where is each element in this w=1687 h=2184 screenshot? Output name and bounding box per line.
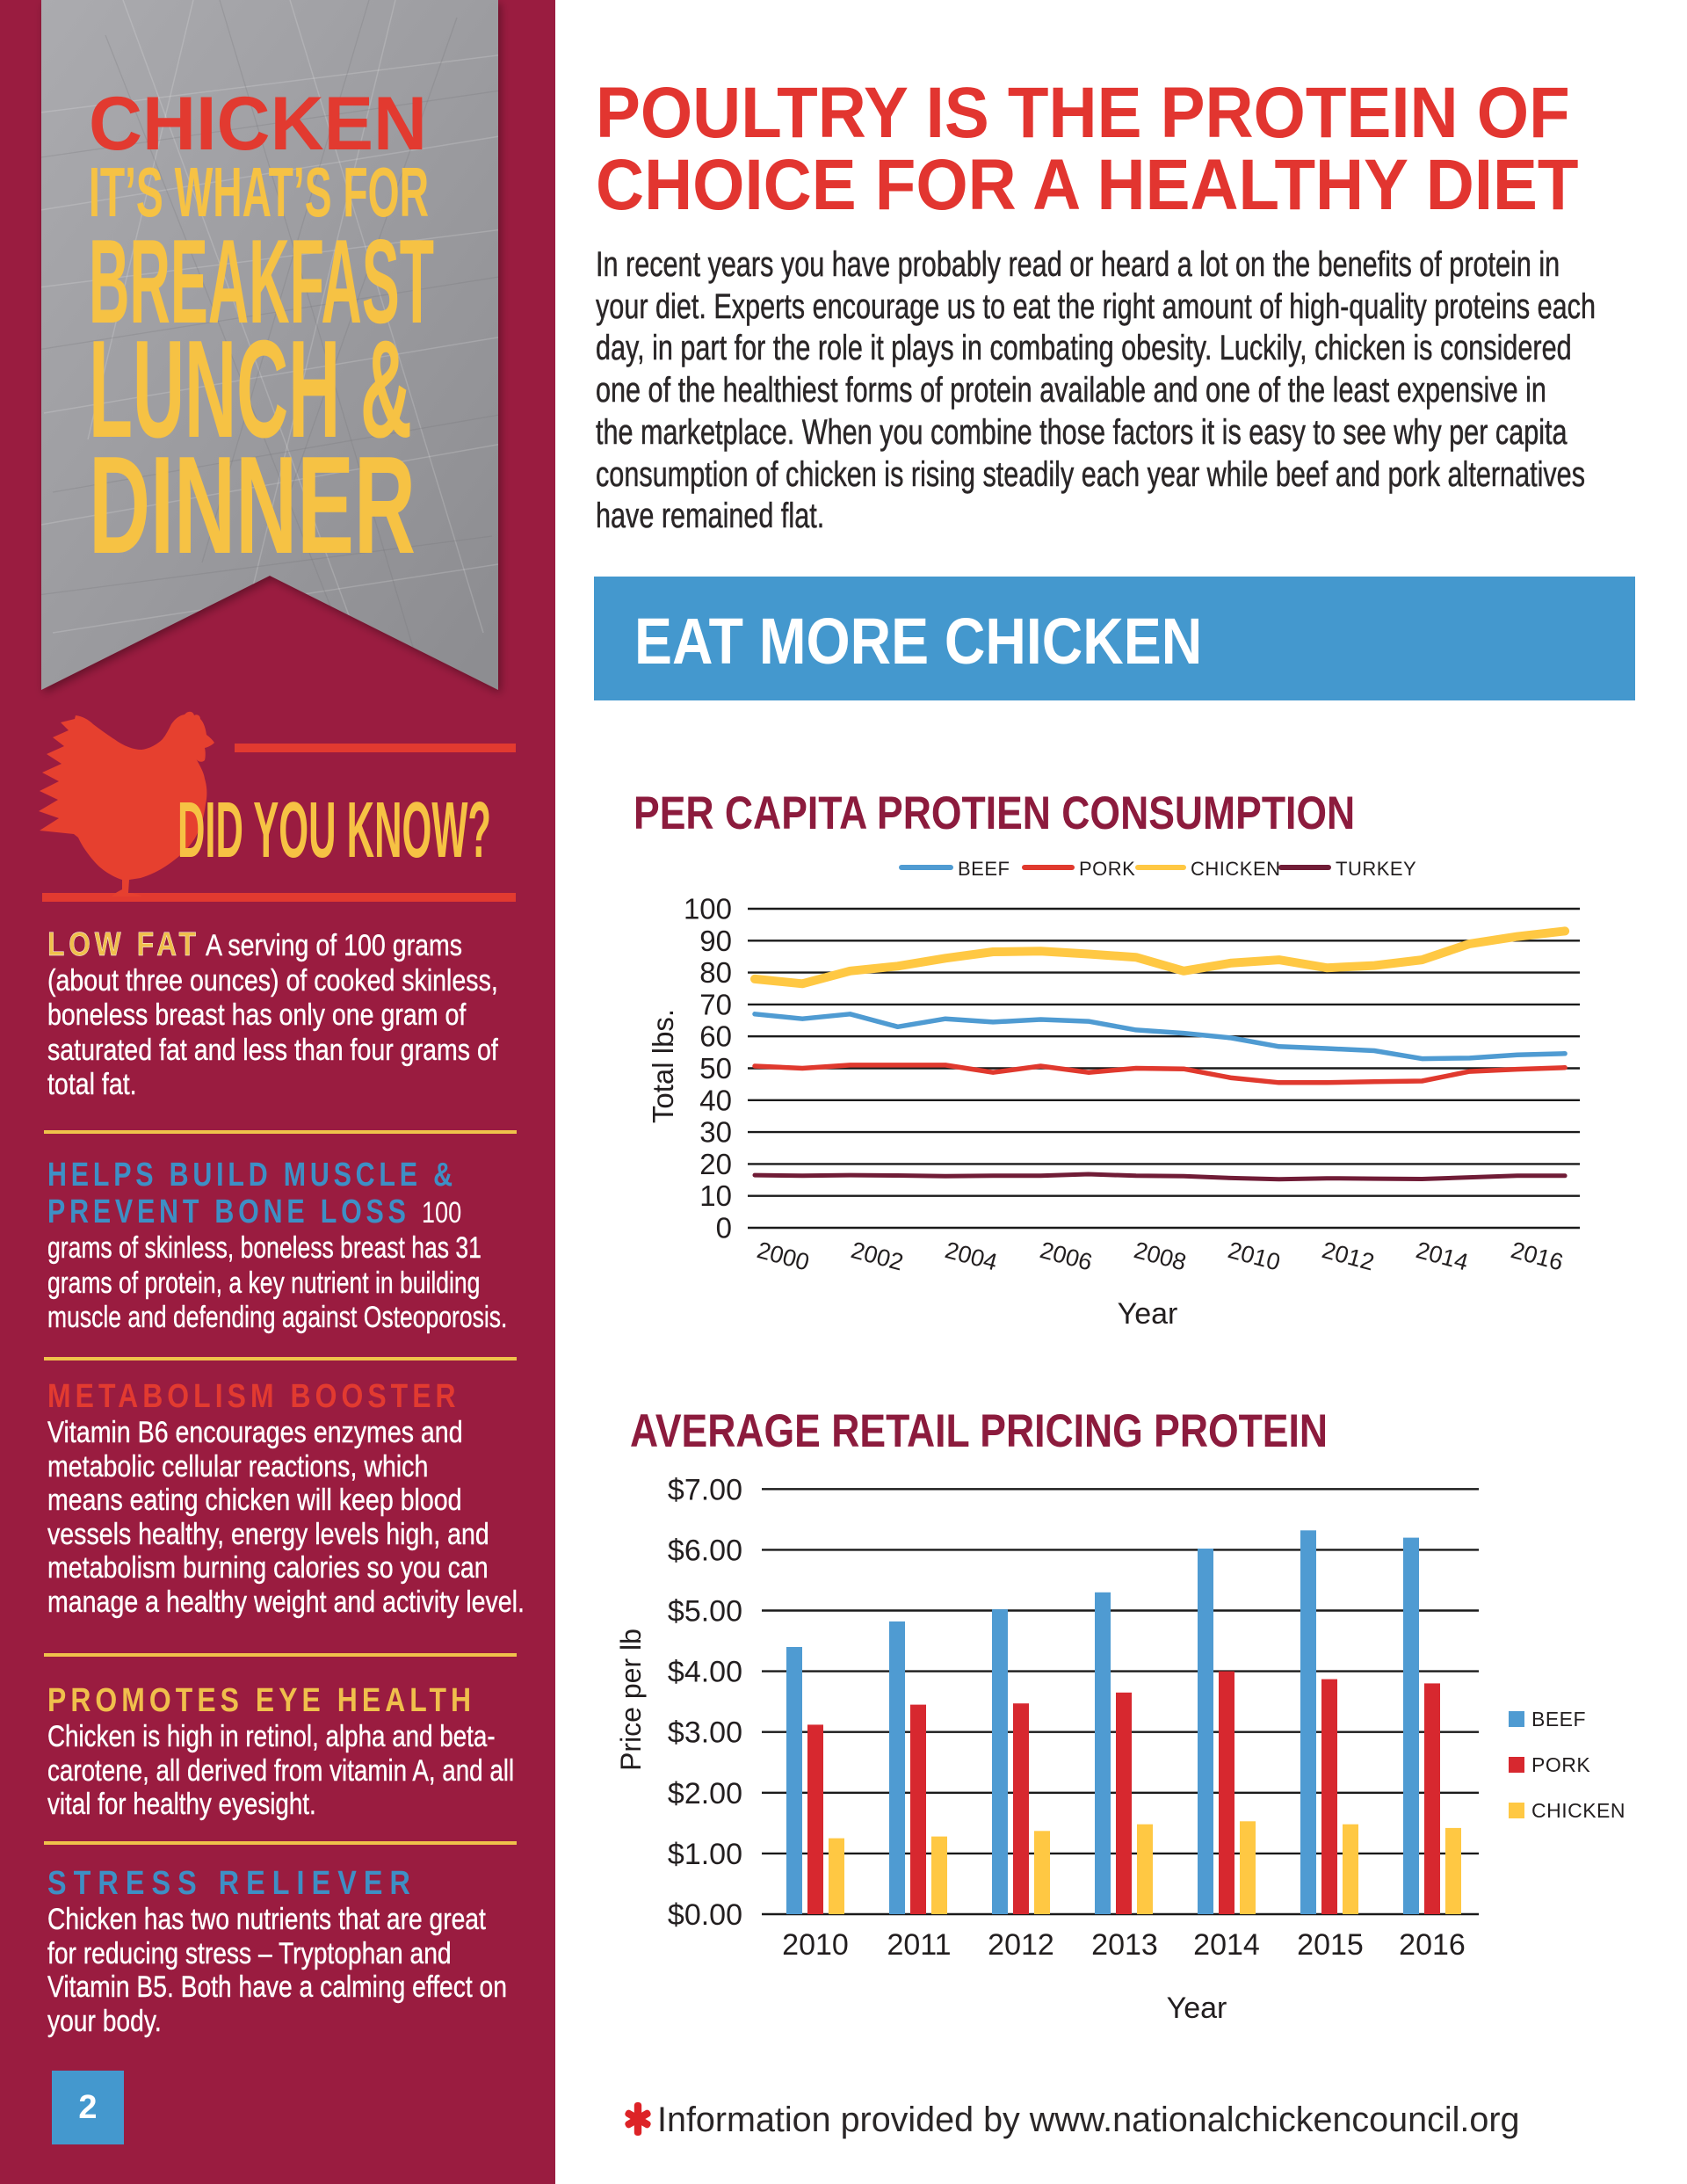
svg-text:60: 60 (699, 1020, 732, 1053)
svg-text:Year: Year (1118, 1297, 1178, 1331)
svg-text:$6.00: $6.00 (668, 1534, 742, 1567)
svg-text:CHICKEN: CHICKEN (1531, 1799, 1625, 1822)
svg-text:$2.00: $2.00 (668, 1777, 742, 1810)
svg-text:LUNCH &: LUNCH & (89, 312, 412, 467)
svg-text:2014: 2014 (1413, 1237, 1471, 1276)
svg-text:BREAKFAST: BREAKFAST (89, 214, 434, 348)
svg-text:2002: 2002 (848, 1237, 906, 1276)
svg-text:2014: 2014 (1193, 1928, 1260, 1962)
svg-text:BEEF: BEEF (1531, 1708, 1586, 1731)
svg-text:IT’S WHAT’S FOR: IT’S WHAT’S FOR (89, 153, 429, 231)
svg-text:PORK: PORK (1079, 858, 1135, 880)
svg-text:CHICKEN: CHICKEN (89, 82, 427, 166)
svg-text:2008: 2008 (1131, 1237, 1189, 1276)
svg-text:$5.00: $5.00 (668, 1595, 742, 1629)
svg-text:$1.00: $1.00 (668, 1838, 742, 1871)
svg-text:CHICKEN: CHICKEN (1191, 858, 1281, 880)
svg-text:DID YOU KNOW?: DID YOU KNOW? (177, 787, 491, 874)
svg-text:80: 80 (699, 956, 732, 989)
svg-text:2016: 2016 (1399, 1928, 1466, 1962)
svg-text:BEEF: BEEF (958, 858, 1010, 880)
svg-text:20: 20 (699, 1148, 732, 1180)
svg-text:2010: 2010 (782, 1928, 849, 1962)
svg-text:10: 10 (699, 1179, 732, 1212)
svg-text:Year: Year (1167, 1992, 1227, 2025)
svg-text:2011: 2011 (887, 1928, 951, 1962)
svg-text:2010: 2010 (1225, 1237, 1283, 1276)
svg-text:Price per lb: Price per lb (615, 1629, 647, 1771)
svg-text:TURKEY: TURKEY (1336, 858, 1416, 880)
svg-text:$0.00: $0.00 (668, 1898, 742, 1932)
svg-text:$7.00: $7.00 (668, 1473, 742, 1506)
svg-text:90: 90 (699, 925, 732, 957)
svg-text:2013: 2013 (1091, 1928, 1158, 1962)
svg-text:2012: 2012 (988, 1928, 1054, 1962)
svg-text:Total lbs.: Total lbs. (647, 1009, 679, 1123)
svg-text:70: 70 (699, 988, 732, 1020)
svg-text:0: 0 (716, 1212, 732, 1244)
svg-text:100: 100 (684, 893, 732, 925)
svg-text:2012: 2012 (1319, 1237, 1377, 1276)
svg-text:2000: 2000 (754, 1237, 812, 1276)
svg-text:50: 50 (699, 1052, 732, 1085)
svg-text:2015: 2015 (1297, 1928, 1364, 1962)
svg-text:$3.00: $3.00 (668, 1716, 742, 1750)
svg-text:DINNER: DINNER (89, 428, 416, 583)
svg-text:PORK: PORK (1531, 1753, 1590, 1776)
svg-text:40: 40 (699, 1084, 732, 1116)
svg-text:2016: 2016 (1508, 1237, 1566, 1276)
svg-text:2004: 2004 (942, 1237, 1000, 1276)
svg-text:2006: 2006 (1037, 1237, 1095, 1276)
svg-text:30: 30 (699, 1116, 732, 1149)
svg-text:$4.00: $4.00 (668, 1656, 742, 1689)
